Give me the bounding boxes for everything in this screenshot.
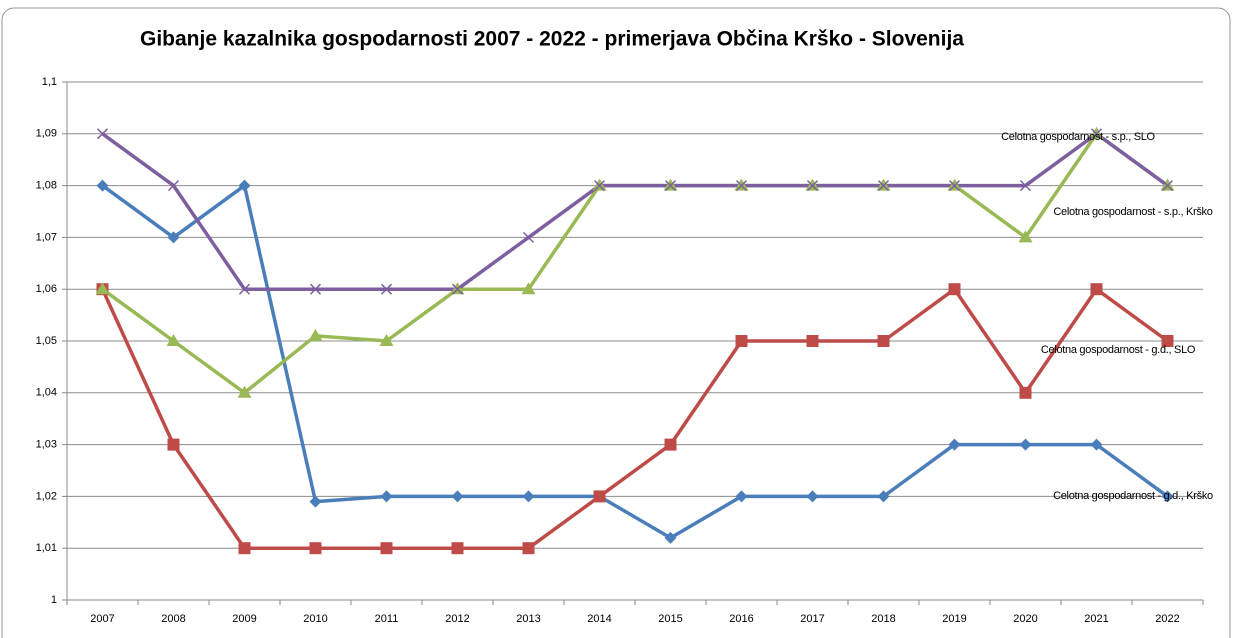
- marker: [380, 283, 393, 295]
- marker: [664, 531, 677, 544]
- y-tick-label: 1,02: [36, 490, 57, 502]
- marker: [237, 385, 252, 398]
- marker: [877, 180, 890, 192]
- x-tick-label: 2015: [658, 613, 682, 625]
- marker: [96, 128, 109, 140]
- marker: [238, 179, 251, 192]
- marker: [309, 283, 322, 295]
- marker: [451, 283, 464, 295]
- x-tick-label: 2022: [1155, 613, 1179, 625]
- marker: [806, 490, 819, 503]
- x-tick-label: 2019: [942, 613, 966, 625]
- marker: [522, 542, 535, 555]
- y-tick-label: 1,1: [42, 76, 57, 88]
- marker: [167, 180, 180, 192]
- marker: [309, 495, 322, 508]
- y-tick-label: 1,09: [36, 128, 57, 140]
- marker: [238, 283, 251, 295]
- marker: [664, 180, 677, 192]
- y-tick-label: 1,07: [36, 231, 57, 243]
- marker: [1161, 180, 1174, 192]
- marker: [451, 542, 464, 555]
- marker: [309, 542, 322, 555]
- y-tick-label: 1,01: [36, 542, 57, 554]
- marker: [806, 335, 819, 347]
- series-label: Celotna gospodarnost - g.d., SLO: [1041, 344, 1196, 356]
- chart-title: Gibanje kazalnika gospodarnosti 2007 - 2…: [140, 28, 964, 51]
- marker: [380, 490, 393, 503]
- y-tick-label: 1,03: [36, 439, 57, 451]
- y-tick-label: 1,05: [36, 335, 57, 347]
- x-tick-label: 2007: [90, 613, 114, 625]
- x-tick-label: 2021: [1084, 613, 1108, 625]
- x-tick-label: 2013: [516, 613, 540, 625]
- marker: [1019, 386, 1032, 399]
- series-label: Celotna gospodarnost - s.p., SLO: [1001, 131, 1155, 143]
- y-tick-label: 1: [51, 594, 57, 606]
- marker: [379, 334, 394, 346]
- x-tick-label: 2014: [587, 613, 611, 625]
- marker: [735, 335, 748, 347]
- series-line: [101, 132, 1169, 291]
- marker: [877, 490, 890, 503]
- marker: [1090, 438, 1103, 451]
- marker: [806, 180, 819, 192]
- marker: [521, 282, 536, 295]
- series-line: [100, 287, 1169, 550]
- series-label: Celotna gospodarnost - s.p., Krško: [1053, 206, 1212, 218]
- marker: [735, 490, 748, 503]
- marker: [948, 180, 961, 192]
- marker: [1090, 128, 1103, 140]
- x-tick-label: 2020: [1013, 613, 1037, 625]
- y-tick-label: 1,04: [36, 387, 57, 399]
- x-tick-label: 2016: [729, 613, 753, 625]
- marker: [238, 542, 251, 555]
- marker: [948, 283, 961, 296]
- marker: [735, 180, 748, 192]
- marker: [380, 542, 393, 555]
- x-tick-label: 2012: [445, 613, 469, 625]
- marker: [522, 231, 535, 243]
- marker: [167, 231, 180, 244]
- marker: [1161, 490, 1174, 503]
- marker: [95, 282, 110, 295]
- marker: [166, 334, 181, 346]
- y-tick-label: 1,06: [36, 283, 57, 295]
- x-tick-label: 2008: [161, 613, 185, 625]
- x-tick-label: 2017: [800, 613, 824, 625]
- x-tick-label: 2009: [232, 613, 256, 625]
- marker: [96, 179, 109, 192]
- marker: [167, 438, 180, 451]
- marker: [664, 438, 677, 451]
- marker: [1161, 335, 1174, 347]
- marker: [1019, 438, 1032, 451]
- marker: [948, 438, 961, 451]
- x-tick-label: 2018: [871, 613, 895, 625]
- marker: [1019, 180, 1032, 192]
- x-tick-label: 2010: [303, 613, 327, 625]
- x-tick-label: 2011: [375, 613, 399, 625]
- marker: [451, 490, 464, 503]
- marker: [877, 335, 890, 347]
- marker: [593, 490, 606, 503]
- marker: [522, 490, 535, 503]
- y-tick-label: 1,08: [36, 180, 57, 192]
- series-label: Celotna gospodarnost - g.d., Krško: [1053, 490, 1213, 502]
- marker: [1018, 230, 1033, 243]
- series-line: [101, 183, 1169, 540]
- chart-frame: [1, 7, 1231, 638]
- marker: [308, 328, 323, 341]
- marker: [593, 180, 606, 192]
- marker: [1090, 283, 1103, 296]
